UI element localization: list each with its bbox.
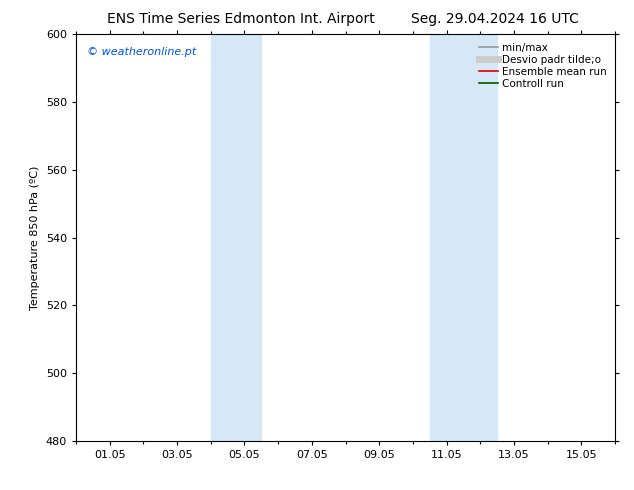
Text: Seg. 29.04.2024 16 UTC: Seg. 29.04.2024 16 UTC [411, 12, 578, 26]
Legend: min/max, Desvio padr tilde;o, Ensemble mean run, Controll run: min/max, Desvio padr tilde;o, Ensemble m… [476, 40, 610, 92]
Bar [430, 34, 497, 441]
Text: © weatheronline.pt: © weatheronline.pt [87, 47, 196, 56]
Y-axis label: Temperature 850 hPa (ºC): Temperature 850 hPa (ºC) [30, 166, 40, 310]
Bar [210, 34, 261, 441]
Text: ENS Time Series Edmonton Int. Airport: ENS Time Series Edmonton Int. Airport [107, 12, 375, 26]
